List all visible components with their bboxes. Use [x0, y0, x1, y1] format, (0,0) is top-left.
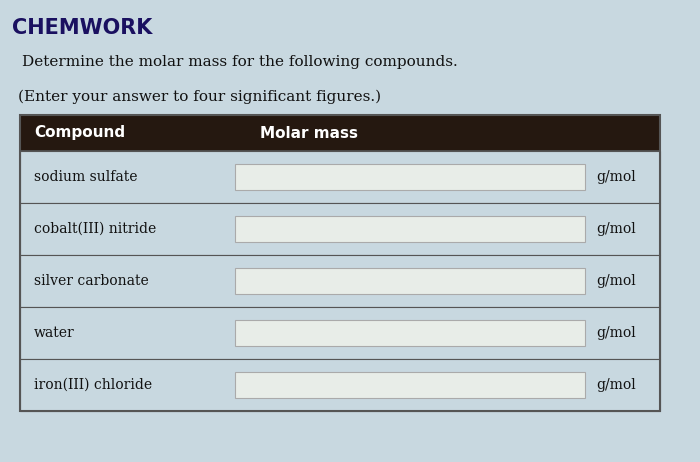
Bar: [20, 151, 660, 203]
Bar: [20, 255, 660, 307]
Text: sodium sulfate: sodium sulfate: [34, 170, 137, 184]
Text: (Enter your answer to four significant figures.): (Enter your answer to four significant f…: [18, 90, 381, 104]
Text: g/mol: g/mol: [596, 378, 636, 392]
Bar: [20, 203, 660, 255]
Text: water: water: [34, 326, 75, 340]
Bar: [20, 307, 660, 359]
Bar: [235, 320, 585, 346]
Bar: [20, 115, 660, 151]
Bar: [235, 268, 585, 294]
Bar: [235, 164, 585, 190]
Text: silver carbonate: silver carbonate: [34, 274, 148, 288]
Bar: [235, 216, 585, 242]
Bar: [235, 372, 585, 398]
Text: g/mol: g/mol: [596, 326, 636, 340]
Bar: [20, 115, 660, 411]
Text: g/mol: g/mol: [596, 274, 636, 288]
Text: cobalt(III) nitride: cobalt(III) nitride: [34, 222, 156, 236]
Text: CHEMWORK: CHEMWORK: [12, 18, 153, 38]
Text: Determine the molar mass for the following compounds.: Determine the molar mass for the followi…: [22, 55, 458, 69]
Bar: [20, 359, 660, 411]
Text: g/mol: g/mol: [596, 222, 636, 236]
Text: Compound: Compound: [34, 126, 125, 140]
Text: g/mol: g/mol: [596, 170, 636, 184]
Text: Molar mass: Molar mass: [260, 126, 358, 140]
Text: iron(III) chloride: iron(III) chloride: [34, 378, 152, 392]
